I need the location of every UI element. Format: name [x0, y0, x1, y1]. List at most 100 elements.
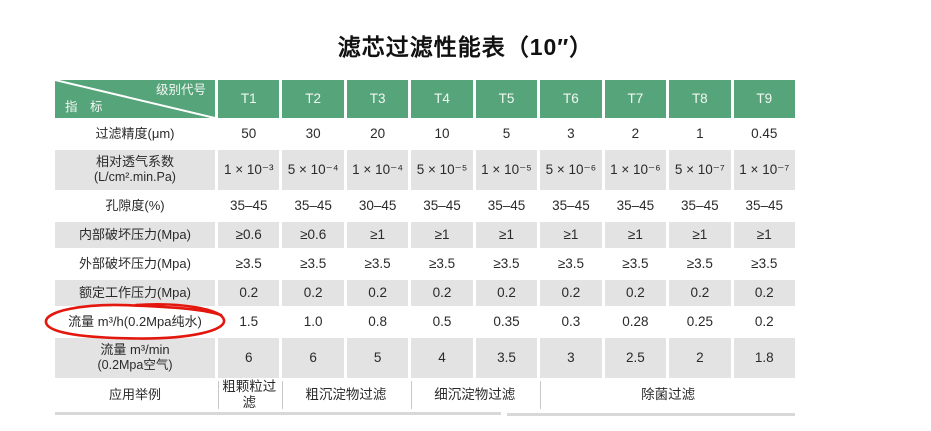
- table-cell: 5: [346, 338, 409, 378]
- table-cell: ≥3.5: [751, 256, 778, 272]
- table-cell: 0.2: [218, 280, 280, 306]
- application-cell-sterilization: 除菌过滤: [540, 381, 795, 409]
- table-cell: 1 × 10⁻⁶: [604, 150, 667, 190]
- table-cell: 0.2: [604, 280, 667, 306]
- row-label-line1: 流量 m³/min: [100, 342, 170, 358]
- row-application-examples: 应用举例 粗颗粒过滤 粗沉淀物过滤 细沉淀物过滤 除菌过滤: [55, 379, 795, 410]
- table-cell: 5 × 10⁻⁷: [669, 150, 731, 190]
- table-cell: 1 × 10⁻⁵: [475, 150, 538, 190]
- table-cell: ≥3.5: [300, 256, 327, 272]
- table-cell: 0.2: [475, 280, 538, 306]
- column-header-t5: T5: [475, 80, 538, 118]
- table-cell: 0.45: [751, 126, 778, 142]
- table-cell: 1.5: [239, 314, 259, 330]
- corner-cell: 级别代号 指 标: [55, 80, 215, 118]
- row-label-line1: 相对透气系数: [95, 154, 174, 170]
- row-internal-burst-pressure: 内部破坏压力(Mpa) ≥0.6 ≥0.6 ≥1 ≥1 ≥1 ≥1 ≥1 ≥1 …: [55, 222, 795, 248]
- column-header-t9: T9: [733, 80, 795, 118]
- row-label: 内部破坏压力(Mpa): [55, 222, 215, 248]
- row-external-burst-pressure: 外部破坏压力(Mpa) ≥3.5 ≥3.5 ≥3.5 ≥3.5 ≥3.5 ≥3.…: [55, 251, 795, 277]
- table-cell: ≥1: [346, 222, 409, 248]
- page-title: 滤芯过滤性能表（10″）: [337, 34, 594, 60]
- row-air-permeability: 相对透气系数 (L/cm².min.Pa) 1 × 10⁻³ 5 × 10⁻⁴ …: [55, 150, 795, 190]
- table-cell: 10: [434, 126, 450, 142]
- corner-label-rows: 指 标: [65, 99, 103, 114]
- table-cell: ≥1: [604, 222, 667, 248]
- column-header-t3: T3: [346, 80, 409, 118]
- table-cell: 35–45: [294, 198, 332, 214]
- row-label-line2: (L/cm².min.Pa): [94, 170, 176, 185]
- corner-label-columns: 级别代号: [155, 83, 206, 97]
- table-cell: 0.2: [733, 280, 795, 306]
- column-header-t6: T6: [540, 80, 602, 118]
- table-cell: 1 × 10⁻³: [218, 150, 280, 190]
- table-cell: 1: [696, 126, 704, 142]
- table-cell: ≥0.6: [218, 222, 280, 248]
- table-cell: 35–45: [616, 198, 655, 214]
- row-label: 额定工作压力(Mpa): [55, 280, 215, 306]
- table-cell: 6: [282, 338, 344, 378]
- table-cell: 0.35: [493, 314, 520, 330]
- table-cell: 0.2: [282, 280, 344, 306]
- table-cell: 5 × 10⁻⁵: [411, 150, 473, 190]
- table-cell: 0.5: [432, 314, 452, 330]
- table-cell: 3.5: [475, 338, 538, 378]
- table-cell: 2: [631, 126, 640, 142]
- column-header-t7: T7: [604, 80, 667, 118]
- table-cell: 2.5: [604, 338, 667, 378]
- row-label: 相对透气系数 (L/cm².min.Pa): [55, 150, 215, 190]
- table-cell: 1 × 10⁻⁴: [346, 150, 409, 190]
- row-label: 过滤精度(μm): [95, 125, 175, 141]
- table-cell: ≥3.5: [686, 256, 713, 272]
- column-header-t4: T4: [411, 80, 473, 118]
- application-cell-fine-sediment: 细沉淀物过滤: [411, 381, 537, 409]
- row-label: 孔隙度(%): [105, 197, 165, 213]
- table-cell: 4: [411, 338, 473, 378]
- row-label-circled: 流量 m³/h(0.2Mpa纯水): [68, 313, 202, 329]
- row-label: 流量 m³/min (0.2Mpa空气): [55, 338, 215, 378]
- table-cell: ≥3.5: [235, 256, 262, 272]
- column-header-t1: T1: [218, 80, 280, 118]
- table-cell: 1.8: [733, 338, 795, 378]
- table-cell: 0.28: [622, 314, 649, 330]
- table-cell: ≥1: [540, 222, 602, 248]
- row-filtration-precision: 过滤精度(μm) 50 30 20 10 5 3 2 1 0.45: [55, 121, 795, 147]
- table-cell: 5 × 10⁻⁶: [540, 150, 602, 190]
- table-cell: 30: [305, 126, 321, 142]
- table-cell: 35–45: [229, 198, 268, 214]
- table-cell: 5: [502, 126, 511, 142]
- table-cell: 2: [669, 338, 731, 378]
- diagonal-divider: [55, 80, 215, 118]
- row-porosity: 孔隙度(%) 35–45 35–45 30–45 35–45 35–45 35–…: [55, 193, 795, 219]
- table-cell: ≥3.5: [364, 256, 391, 272]
- performance-table: 级别代号 指 标 T1 T2 T3 T4 T5 T6 T7 T8 T9 过滤精度…: [55, 80, 795, 416]
- table-cell: 20: [370, 126, 386, 142]
- table-cell: 35–45: [487, 198, 526, 214]
- table-cell: 30–45: [358, 198, 397, 214]
- row-label-line2: (0.2Mpa空气): [97, 358, 173, 373]
- table-cell: 1.0: [303, 314, 323, 330]
- table-cell: ≥1: [733, 222, 795, 248]
- table-cell: 5 × 10⁻⁴: [282, 150, 344, 190]
- table-cell: 0.25: [686, 314, 713, 330]
- table-cell: 3: [540, 338, 602, 378]
- table-cell: ≥3.5: [622, 256, 649, 272]
- table-cell: 35–45: [745, 198, 784, 214]
- table-cell: 50: [241, 126, 257, 142]
- table-cell: ≥3.5: [428, 256, 456, 272]
- table-cell: 0.2: [540, 280, 602, 306]
- table-header-row: 级别代号 指 标 T1 T2 T3 T4 T5 T6 T7 T8 T9: [55, 80, 795, 118]
- table-cell: 1 × 10⁻⁷: [733, 150, 795, 190]
- table-cell: ≥3.5: [493, 256, 520, 272]
- table-cell: 0.2: [754, 314, 774, 330]
- table-cell: 0.2: [669, 280, 731, 306]
- table-cell: 35–45: [681, 198, 719, 214]
- table-cell: 0.8: [368, 314, 387, 330]
- table-cell: ≥0.6: [282, 222, 344, 248]
- application-cell-coarse-particle: 粗颗粒过滤: [218, 379, 279, 410]
- row-label: 应用举例: [108, 386, 161, 402]
- table-cell: ≥1: [411, 222, 473, 248]
- table-cell: ≥1: [475, 222, 538, 248]
- application-cell-coarse-sediment: 粗沉淀物过滤: [282, 381, 408, 409]
